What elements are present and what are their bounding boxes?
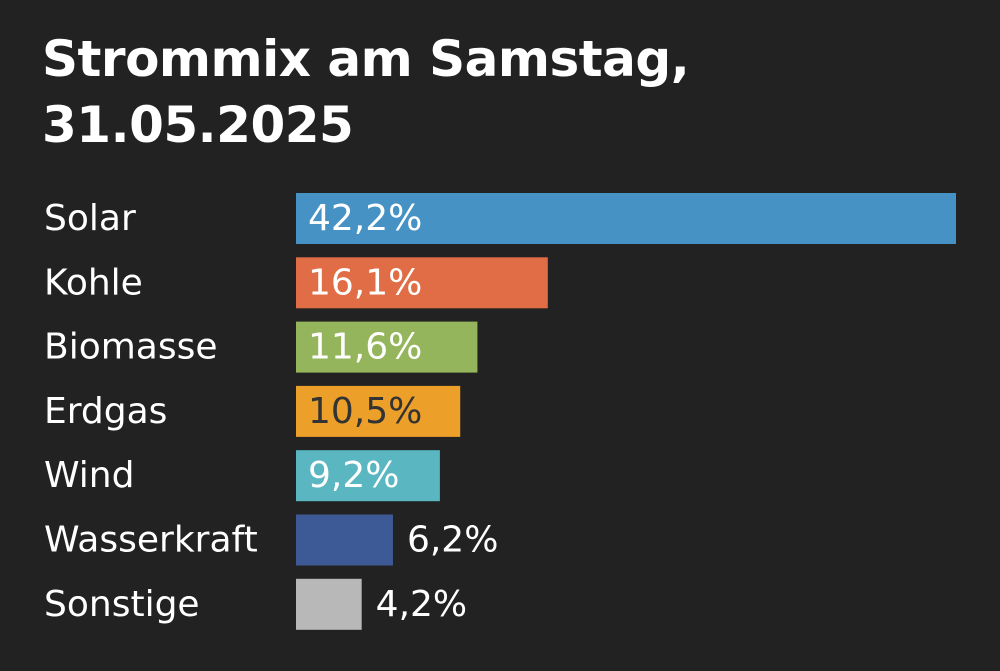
category-label-sonstige: Sonstige — [44, 584, 200, 625]
chart-title-line-2: 31.05.2025 — [42, 96, 354, 154]
bar-wasserkraft — [296, 514, 393, 566]
category-label-solar: Solar — [44, 198, 136, 239]
category-label-erdgas: Erdgas — [44, 391, 167, 432]
category-label-wind: Wind — [44, 455, 134, 496]
bar-sonstige — [296, 578, 362, 630]
value-label-biomasse: 11,6% — [308, 327, 422, 368]
value-label-kohle: 16,1% — [308, 262, 422, 303]
category-label-kohle: Kohle — [44, 262, 143, 303]
value-label-solar: 42,2% — [308, 198, 422, 239]
value-label-wasserkraft: 6,2% — [407, 520, 498, 561]
bar-biomasse — [296, 321, 478, 373]
value-label-sonstige: 4,2% — [376, 584, 467, 625]
chart-title-line-1: Strommix am Samstag, — [42, 30, 690, 88]
value-label-wind: 9,2% — [308, 455, 399, 496]
bar-kohle — [296, 257, 548, 309]
category-label-wasserkraft: Wasserkraft — [44, 520, 258, 561]
bar-erdgas — [296, 385, 461, 437]
chart-title: Strommix am Samstag, 31.05.2025 — [42, 26, 690, 158]
bar-wind — [296, 450, 440, 502]
value-label-erdgas: 10,5% — [308, 391, 422, 432]
bar-solar — [296, 193, 956, 244]
category-label-biomasse: Biomasse — [44, 327, 218, 368]
